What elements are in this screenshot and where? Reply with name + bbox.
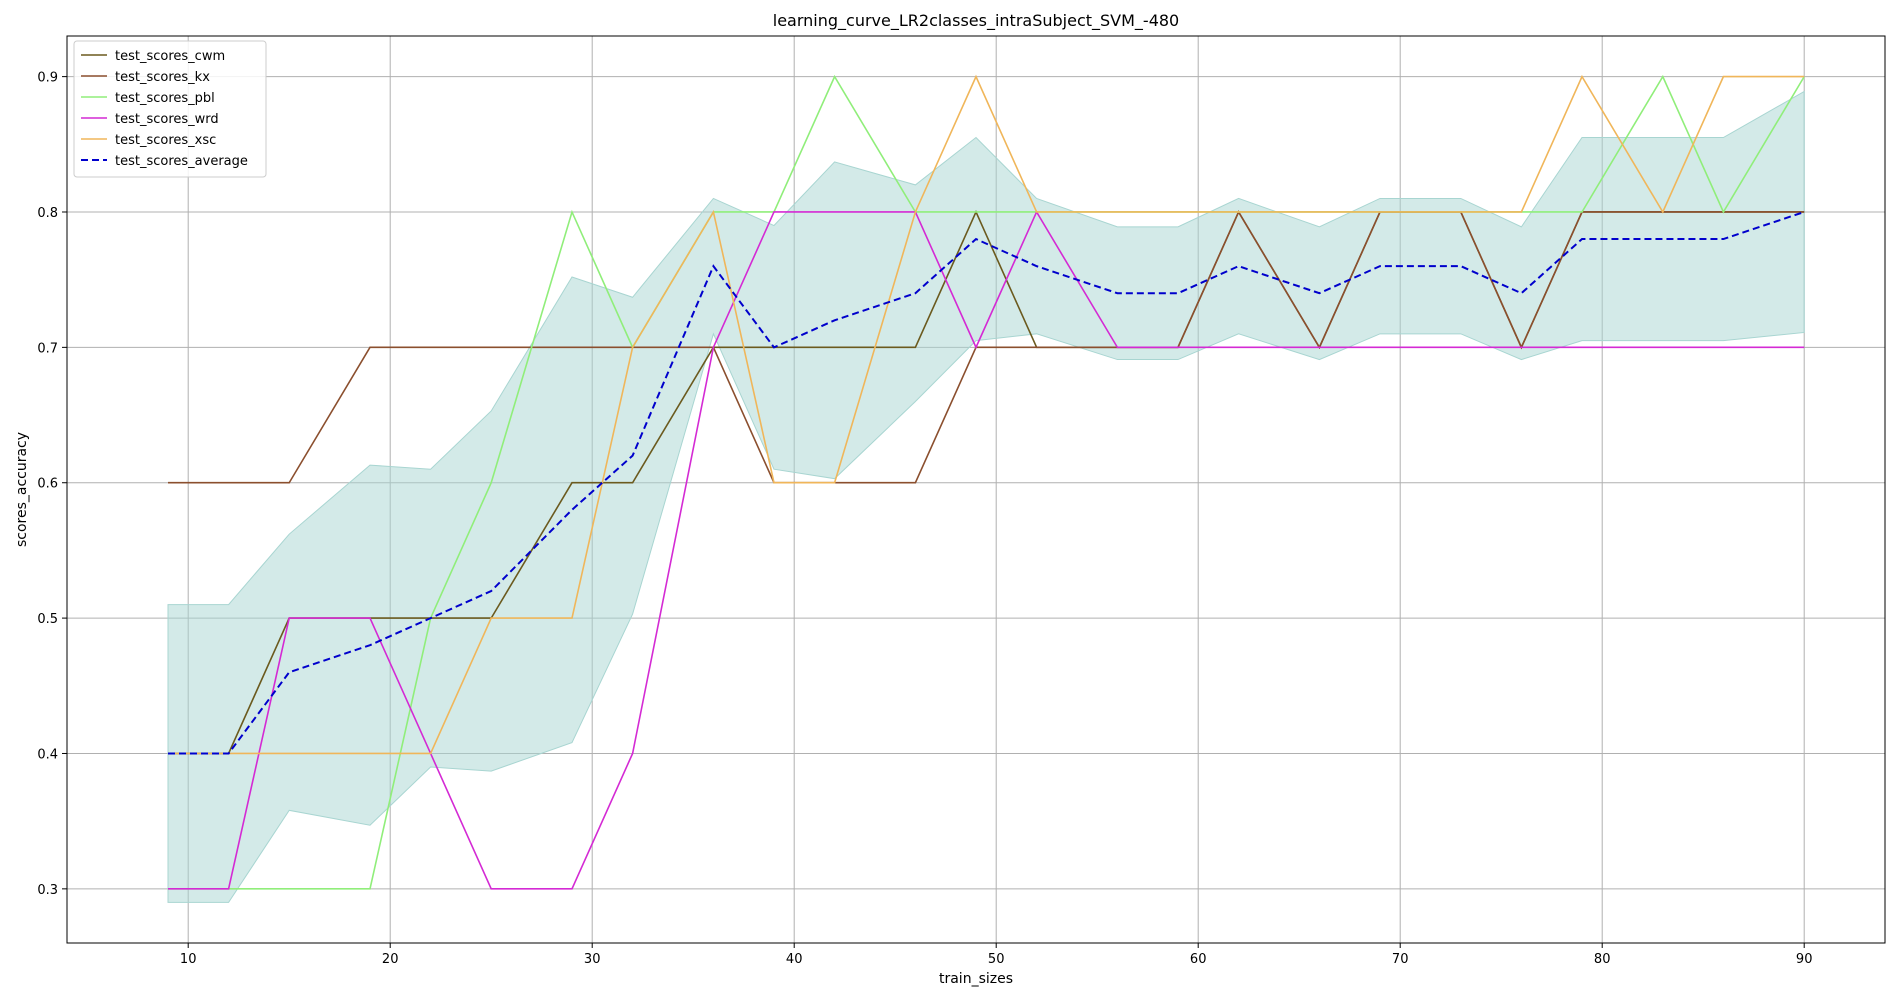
x-axis-label: train_sizes (939, 971, 1013, 987)
x-tick-label: 10 (180, 952, 197, 967)
legend-box (73, 40, 267, 178)
x-tick-label: 90 (1796, 952, 1813, 967)
series-layer (168, 74, 1805, 890)
legend: test_scores_cwm test_scores_kx test_scores… (73, 40, 267, 178)
y-tick-label: 0.8 (37, 206, 58, 221)
x-tick-label: 70 (1392, 952, 1409, 967)
plot-frame (66, 35, 1886, 944)
x-tick-label: 50 (988, 952, 1005, 967)
x-tick-label: 80 (1594, 952, 1611, 967)
y-tick-label: 0.3 (37, 883, 58, 898)
series-line-test-scores-average (168, 211, 1805, 755)
y-tick-label: 0.7 (37, 341, 58, 356)
std-band-layer (167, 90, 1805, 903)
y-tick-label: 0.9 (37, 71, 58, 86)
legend-label-test-scores-pbl: test_scores_pbl (115, 91, 215, 106)
axis-ticks: 10 20 30 40 50 60 70 80 90 0.3 0.4 0.5 0.6 0.7 0.8 0.9 (37, 71, 1812, 967)
std-band-area (167, 90, 1805, 903)
legend-label-test-scores-wrd: test_scores_wrd (115, 112, 219, 127)
y-tick-label: 0.4 (37, 747, 58, 762)
legend-label-test-scores-cwm: test_scores_cwm (115, 49, 225, 64)
legend-label-test-scores-kx: test_scores_kx (115, 70, 210, 85)
y-tick-label: 0.5 (37, 612, 58, 627)
chart-title: learning_curve_LR2classes_intraSubject_S… (773, 11, 1179, 31)
legend-label-test-scores-average: test_scores_average (115, 154, 248, 169)
series-line-test-scores-xsc (168, 74, 1805, 755)
x-tick-label: 30 (584, 952, 601, 967)
y-axis-label: scores_accuracy (14, 432, 30, 547)
x-tick-label: 60 (1190, 952, 1207, 967)
x-tick-label: 40 (786, 952, 803, 967)
x-tick-label: 20 (382, 952, 399, 967)
legend-label-test-scores-xsc: test_scores_xsc (115, 133, 216, 148)
y-tick-label: 0.6 (37, 477, 58, 492)
